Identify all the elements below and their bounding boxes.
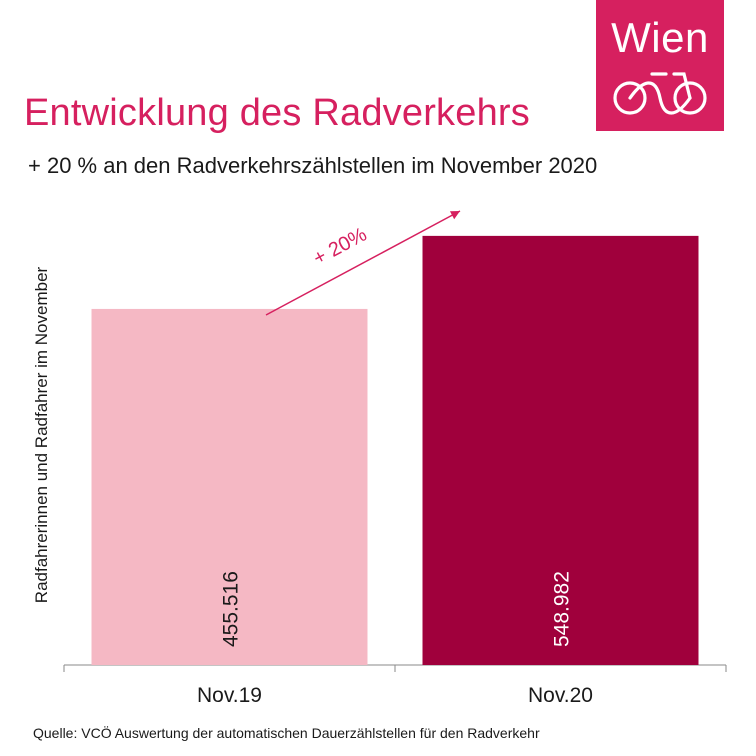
logo-text: Wien <box>611 14 709 61</box>
chart-subtitle: + 20 % an den Radverkehrszählstellen im … <box>28 153 598 178</box>
bar-Nov.19 <box>91 308 368 665</box>
bicycle-icon <box>613 72 707 115</box>
x-tick-label: Nov.20 <box>528 684 593 707</box>
arrow-head-icon <box>449 211 460 220</box>
growth-arrow-line <box>265 210 461 316</box>
chart-title: Entwicklung des Radverkehrs <box>24 92 530 134</box>
bar-value-label: 455.516 <box>220 571 243 647</box>
wien-logo: Wien <box>596 0 724 131</box>
x-tick-label: Nov.19 <box>197 684 262 707</box>
bar-Nov.20 <box>422 235 699 665</box>
bar-value-label: 548.982 <box>551 571 574 647</box>
source-note: Quelle: VCÖ Auswertung der automatischen… <box>33 725 540 741</box>
